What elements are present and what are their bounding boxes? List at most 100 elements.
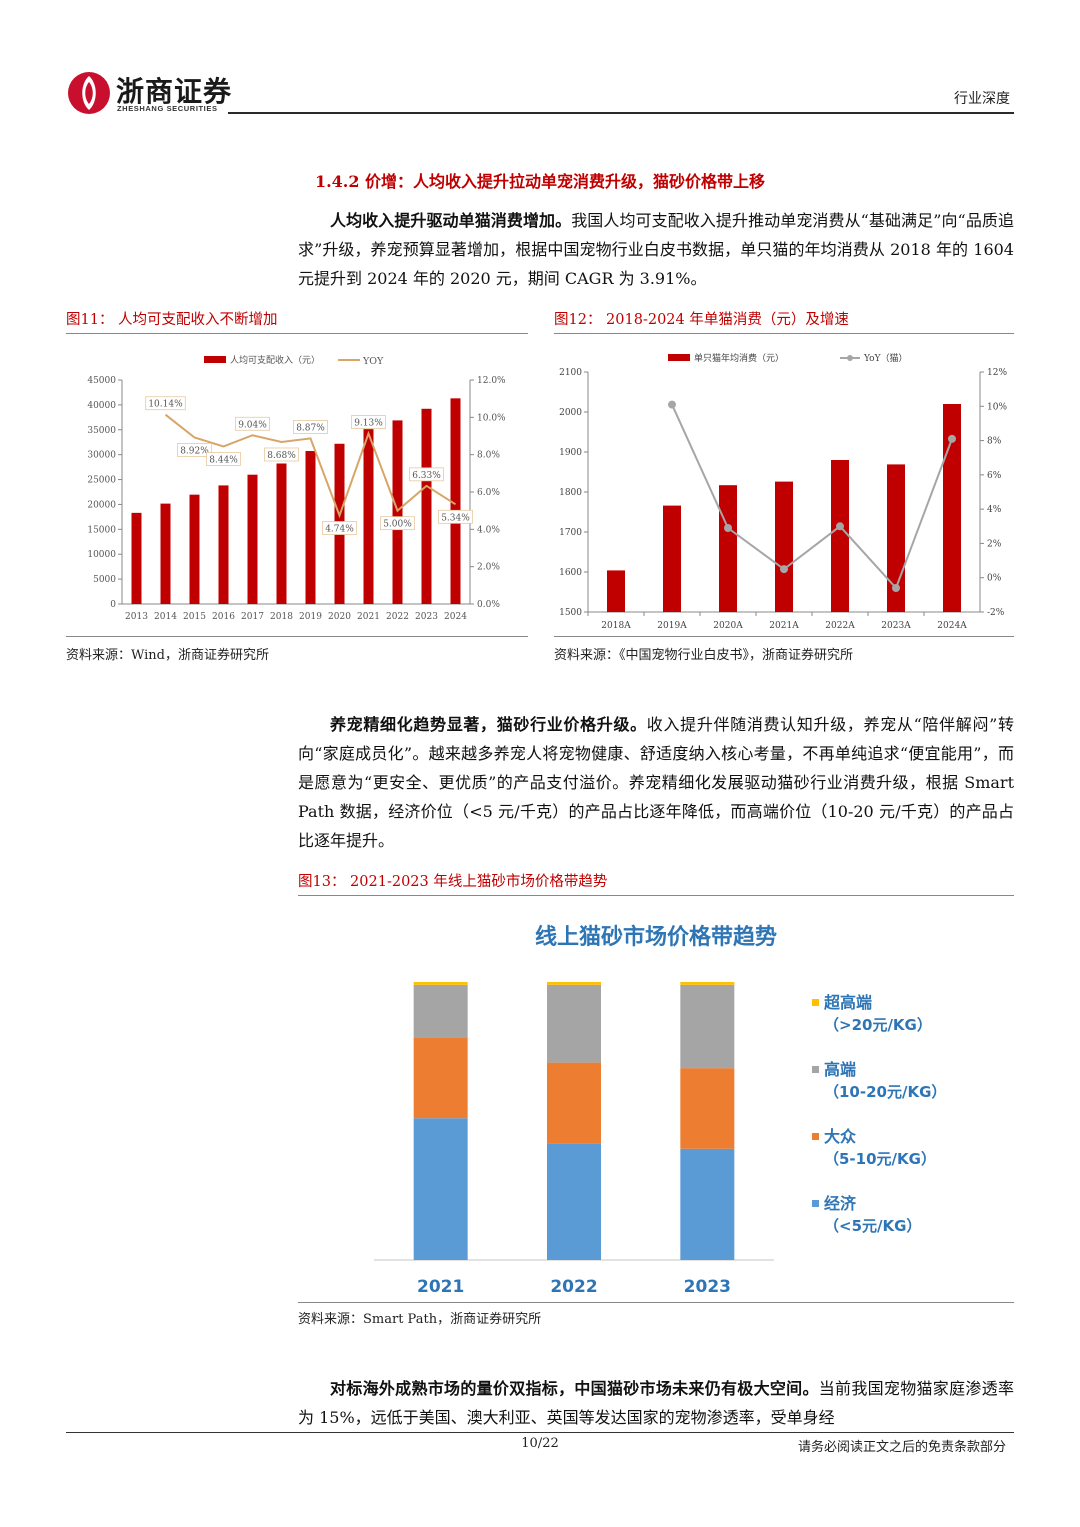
bar-income xyxy=(218,485,229,604)
fig12-bottom-rule xyxy=(554,636,1014,637)
paragraph-1-lead: 人均收入提升驱动单猫消费增加。 xyxy=(330,211,572,230)
bar-segment-premium xyxy=(680,984,735,1069)
yoy-point xyxy=(668,400,676,409)
legend-sublabel: （>20元/KG） xyxy=(824,1016,932,1034)
fig11-top-rule xyxy=(66,333,528,334)
yoy-data-label-box xyxy=(235,416,270,431)
legend-label-cat-spend: 单只猫年均消费（元） xyxy=(694,352,784,364)
y-tick-label: 20000 xyxy=(87,500,116,510)
x-tick-label: 2020 xyxy=(328,612,351,622)
yoy-data-label-box xyxy=(322,521,357,535)
x-tick-label: 2018A xyxy=(601,621,631,631)
x-tick-label: 2022 xyxy=(550,1277,597,1297)
fig11-chart: 人均可支配收入（元） YOY 0 5000 10000 15000 20000 25000 30… xyxy=(87,354,506,622)
brand-logo-icon xyxy=(68,72,110,114)
legend-swatch-income xyxy=(204,356,226,363)
yoy-data-label: 6.33% xyxy=(412,471,441,481)
y-tick-label: 25000 xyxy=(87,476,116,486)
x-tick-label: 2024A xyxy=(937,621,967,631)
paragraph-3: 对标海外成熟市场的量价双指标，中国猫砂市场未来仍有极大空间。当前我国宠物猫家庭渗… xyxy=(298,1374,1014,1432)
yoy-data-label-box xyxy=(145,396,186,411)
paragraph-2: 养宠精细化趋势显著，猫砂行业价格升级。收入提升伴随消费认知升级，养宠从“陪伴解闷… xyxy=(298,710,1014,855)
report-type: 行业深度 xyxy=(954,91,1010,107)
legend-label: 大众 xyxy=(824,1127,857,1146)
y2-tick-label: 0% xyxy=(987,574,1002,584)
y-tick-label: 1500 xyxy=(559,608,582,618)
legend-label-yoy: YoY（猫） xyxy=(863,352,908,364)
yoy-point xyxy=(724,524,732,532)
y-tick-label: 2100 xyxy=(559,368,582,378)
x-tick-label: 2023 xyxy=(415,612,438,622)
fig13-chart: 线上猫砂市场价格带趋势 2021 2022 2023 超高端 （>20元/KG） 高端 （10… xyxy=(374,924,946,1297)
bar-segment-economy xyxy=(680,1148,735,1260)
legend-sublabel: （<5元/KG） xyxy=(824,1217,921,1235)
bar-cat-spend xyxy=(607,570,625,612)
legend-label-yoy: YOY xyxy=(362,356,384,367)
bar-income xyxy=(421,408,432,604)
legend-label: 经济 xyxy=(824,1194,857,1213)
y2-tick-label: 2% xyxy=(987,539,1002,549)
bar-cat-spend xyxy=(775,481,793,612)
legend-label: 高端 xyxy=(824,1060,856,1079)
bar-income xyxy=(189,494,200,604)
brand-name: 浙商证券 xyxy=(116,75,233,108)
bar-income xyxy=(363,429,374,604)
y2-tick-label: 6.0% xyxy=(477,488,500,498)
y2-tick-label: 8% xyxy=(987,437,1002,447)
y2-tick-label: 10% xyxy=(987,402,1007,412)
bar-cat-spend xyxy=(943,404,961,612)
legend-label-income: 人均可支配收入（元） xyxy=(230,354,320,366)
yoy-point xyxy=(780,565,788,574)
y2-tick-label: -2% xyxy=(987,608,1005,618)
yoy-data-label: 8.44% xyxy=(209,455,238,465)
bar-cat-spend xyxy=(719,485,737,612)
fig13-source: 资料来源：Smart Path，浙商证券研究所 xyxy=(298,1312,542,1327)
y-tick-label: 10000 xyxy=(87,550,116,560)
bar-segment-premium xyxy=(547,984,601,1063)
bar-income xyxy=(247,474,258,604)
yoy-line xyxy=(164,413,457,519)
x-tick-label: 2021 xyxy=(417,1277,464,1297)
section-title: 1.4.2 价增：人均收入提升拉动单宠消费升级，猫砂价格带上移 xyxy=(314,172,766,191)
fig12-source: 资料来源：《中国宠物行业白皮书》，浙商证券研究所 xyxy=(554,648,854,663)
bar-cat-spend xyxy=(663,505,681,612)
y2-tick-label: 12.0% xyxy=(477,376,506,386)
x-tick-label: 2019A xyxy=(657,621,687,631)
fig12-top-rule xyxy=(554,333,1014,334)
y-tick-label: 1600 xyxy=(559,568,582,578)
y-tick-label: 30000 xyxy=(87,451,116,461)
bar-segment-super-premium xyxy=(680,982,735,985)
y-tick-label: 1700 xyxy=(559,528,582,538)
bar-segment-economy xyxy=(547,1143,601,1260)
fig13-top-rule xyxy=(298,895,1014,896)
y-tick-label: 5000 xyxy=(93,575,116,585)
bar-segment-super-premium xyxy=(413,982,468,985)
paragraph-3-lead: 对标海外成熟市场的量价双指标，中国猫砂市场未来仍有极大空间。 xyxy=(330,1379,819,1398)
paragraph-1: 人均收入提升驱动单猫消费增加。我国人均可支配收入提升推动单宠消费从“基础满足”向… xyxy=(298,206,1014,293)
y-tick-label: 45000 xyxy=(87,376,116,386)
header-rule xyxy=(228,112,1014,114)
x-tick-label: 2022 xyxy=(386,612,409,622)
x-tick-label: 2020A xyxy=(713,621,743,631)
y-tick-label: 35000 xyxy=(87,426,116,436)
paragraph-1-text: 我国人均可支配收入提升推动单宠消费从“基础满足”向“品质追求”升级，养宠预算显著… xyxy=(298,211,1014,288)
y2-tick-label: 10.0% xyxy=(477,413,506,423)
legend-swatch xyxy=(812,1200,819,1207)
bar-segment-mass xyxy=(413,1037,468,1119)
x-tick-label: 2024 xyxy=(444,612,467,622)
yoy-data-label-box xyxy=(351,415,386,429)
x-tick-label: 2014 xyxy=(154,612,177,622)
y-tick-label: 1800 xyxy=(559,488,582,498)
y2-tick-label: 8.0% xyxy=(477,451,500,461)
paragraph-3-text: 当前我国宠物猫家庭渗透率为 15%，远低于美国、澳大利亚、英国等发达国家的宠物渗… xyxy=(298,1379,1014,1427)
y2-tick-label: 4.0% xyxy=(477,525,500,535)
yoy-data-label-box xyxy=(206,452,241,466)
yoy-data-label: 8.92% xyxy=(180,446,209,456)
x-tick-label: 2019 xyxy=(299,612,322,622)
x-tick-label: 2013 xyxy=(125,612,148,622)
yoy-data-label-box xyxy=(177,443,212,457)
paragraph-2-text: 收入提升伴随消费认知升级，养宠从“陪伴解闷”转向“家庭成员化”。越来越多养宠人将… xyxy=(298,715,1014,850)
yoy-data-label: 5.34% xyxy=(441,513,470,523)
yoy-data-label: 8.68% xyxy=(267,451,296,461)
bar-income xyxy=(450,398,461,604)
